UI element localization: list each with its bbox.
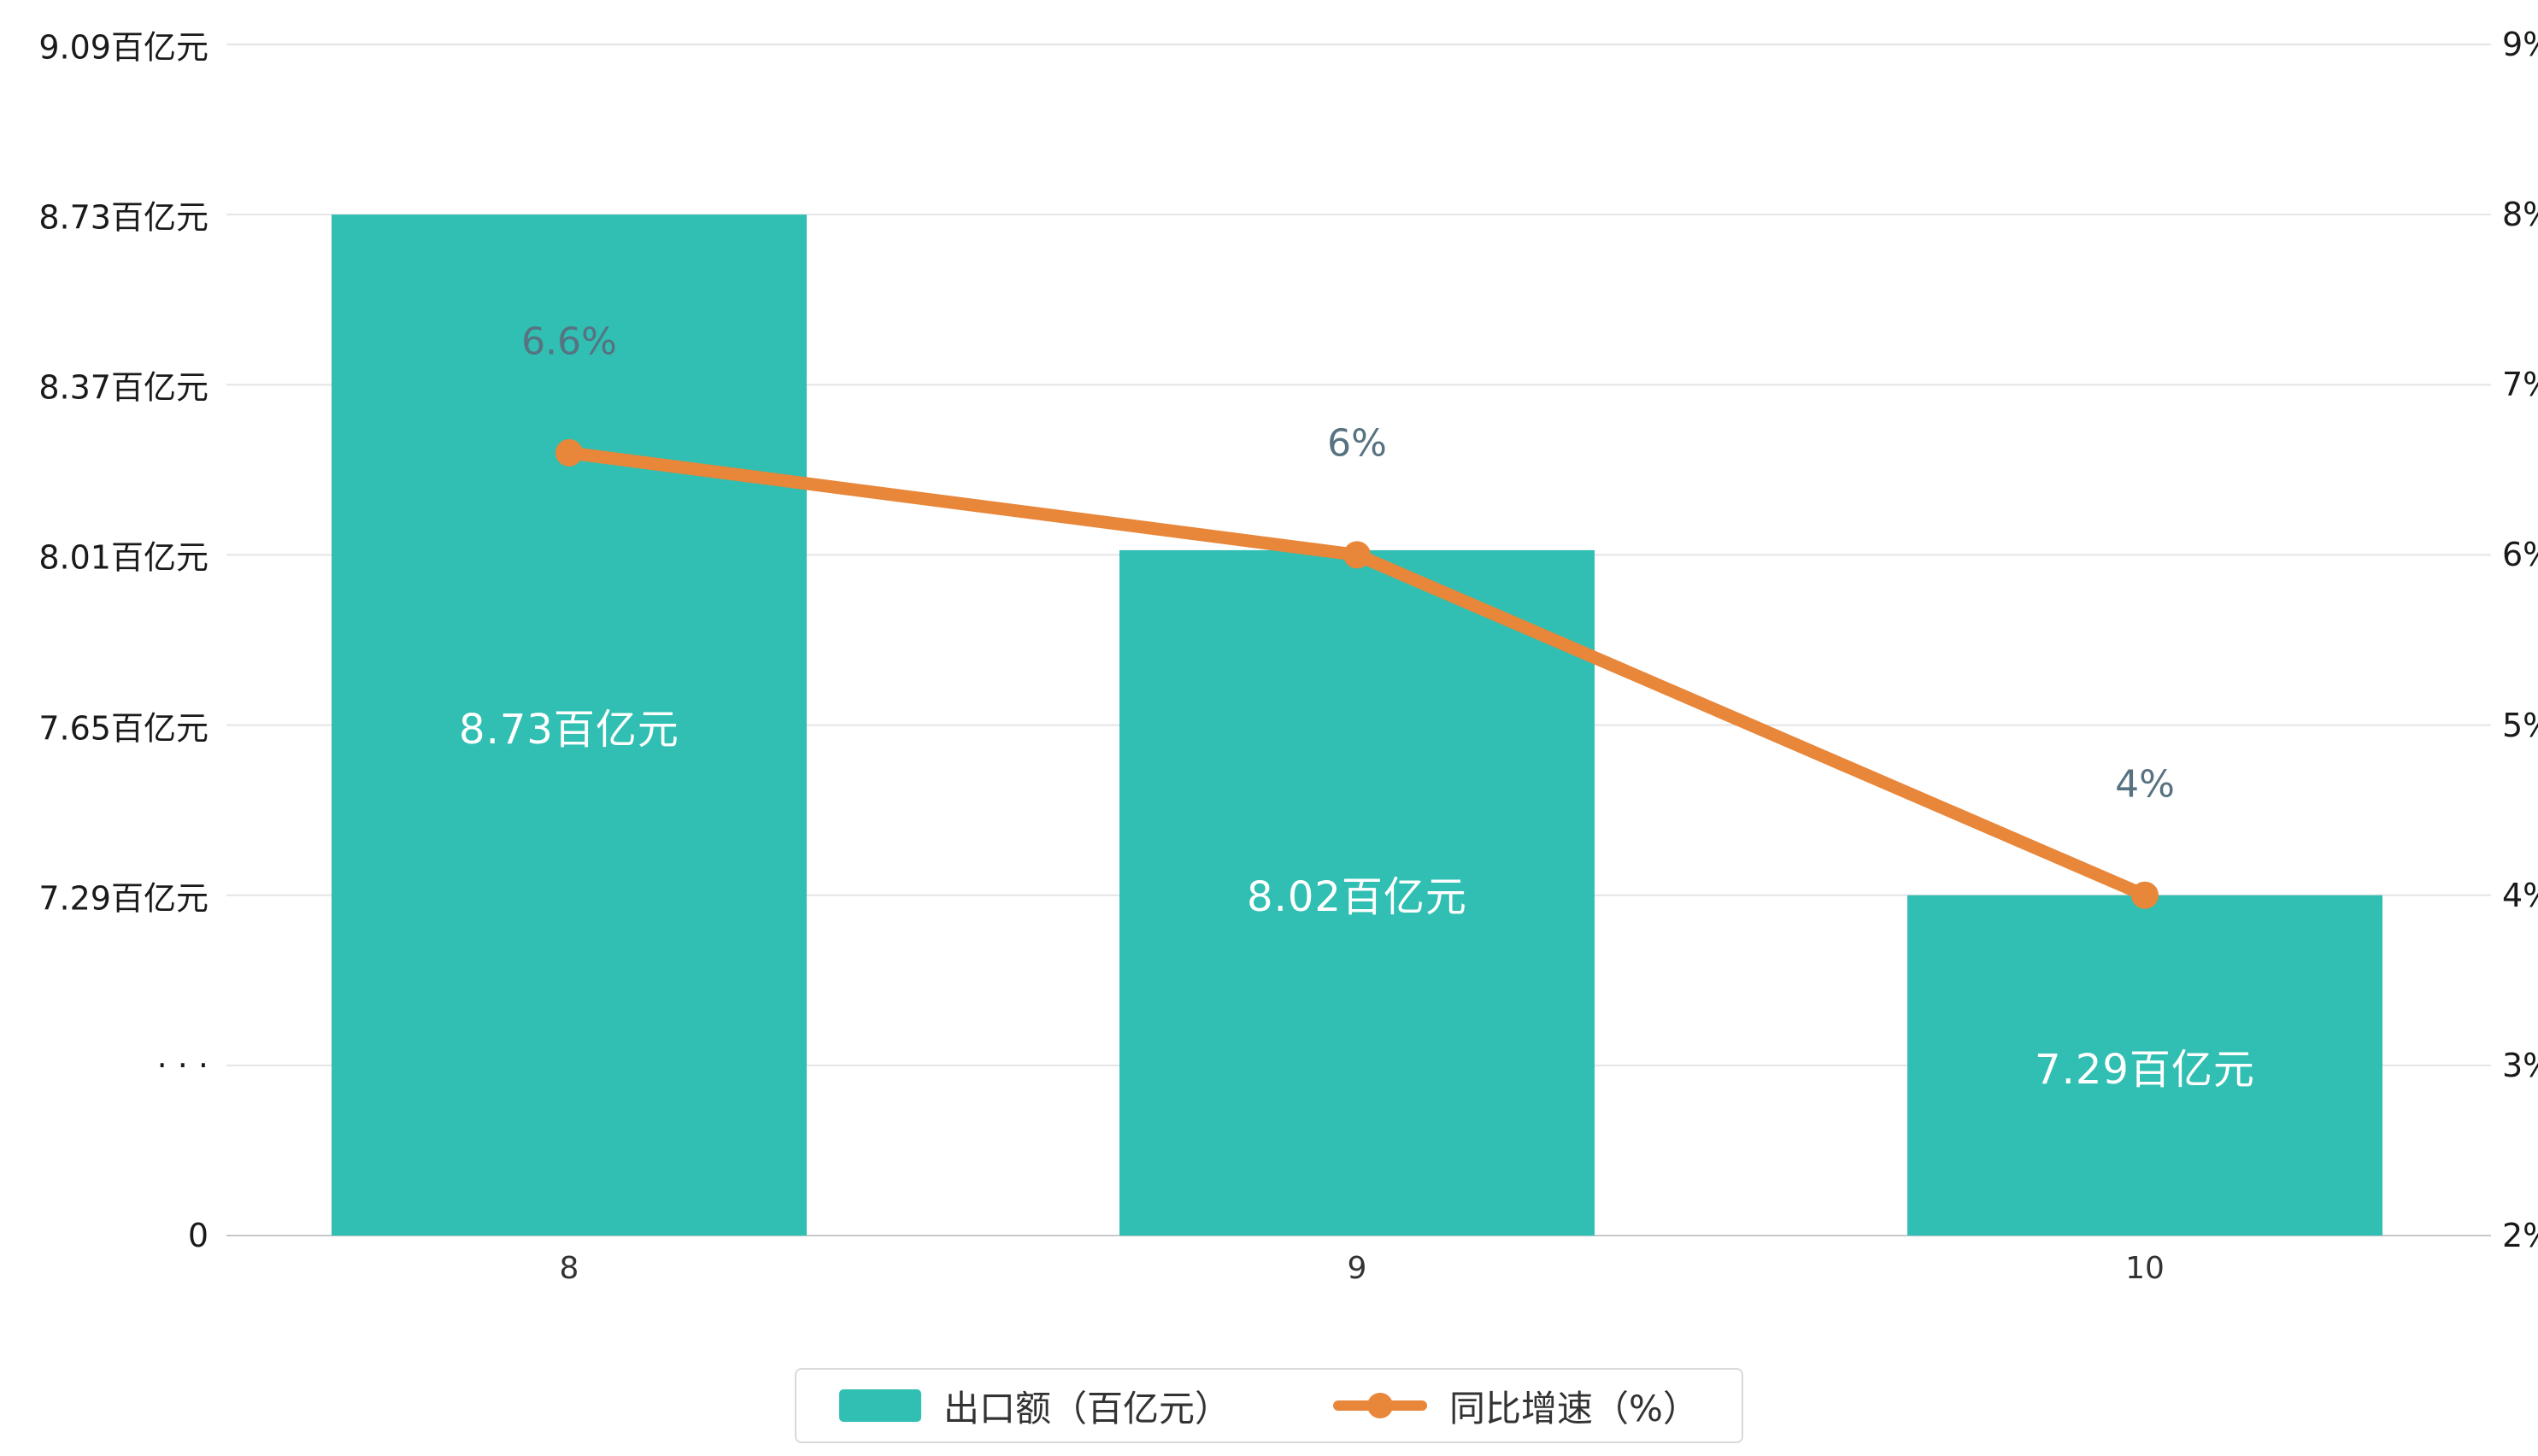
- legend-item-growth-rate[interactable]: 同比增速（%）: [1333, 1380, 1699, 1432]
- growth-line-point-10[interactable]: [2131, 881, 2159, 909]
- x-axis-tick-label: 9: [1347, 1251, 1367, 1286]
- line-value-label: 4%: [2115, 762, 2175, 807]
- growth-line-point-8[interactable]: [555, 438, 583, 467]
- y-axis-left-tick-label: 9.09百亿元: [38, 28, 209, 67]
- bar-month-10[interactable]: [1907, 895, 2382, 1236]
- y-axis-right-tick-label: 8%: [2502, 196, 2538, 234]
- y-axis-right-tick-label: 6%: [2502, 536, 2538, 574]
- y-axis-left-tick-label: 0: [187, 1217, 209, 1254]
- bar-month-9[interactable]: [1119, 549, 1595, 1236]
- bar-value-label: 8.02百亿元: [1247, 872, 1467, 921]
- y-axis-left-tick-label: 8.73百亿元: [38, 198, 209, 237]
- y-axis-right-tick-label: 5%: [2502, 706, 2538, 744]
- y-axis-left-tick-label: 8.01百亿元: [38, 538, 209, 577]
- legend: 出口额（百亿元） 同比增速（%）: [795, 1368, 1743, 1443]
- y-axis-right-tick-label: 3%: [2502, 1046, 2538, 1084]
- y-axis-right-tick-label: 9%: [2502, 26, 2538, 63]
- legend-line-dot-icon: [1333, 1393, 1428, 1418]
- legend-label-growth-rate: 同比增速（%）: [1449, 1387, 1699, 1430]
- y-axis-left-tick-label: 7.29百亿元: [38, 879, 209, 918]
- y-axis-right-tick-label: 4%: [2502, 876, 2538, 914]
- x-axis-tick-label: 8: [559, 1251, 579, 1286]
- x-axis-tick-label: 10: [2125, 1251, 2165, 1286]
- y-axis-left-tick-label: 7.65百亿元: [38, 709, 209, 748]
- legend-label-export-value: 出口额（百亿元）: [943, 1387, 1231, 1430]
- legend-bar-swatch-icon: [839, 1389, 922, 1422]
- bar-month-8[interactable]: [332, 214, 807, 1236]
- legend-item-export-value[interactable]: 出口额（百亿元）: [839, 1380, 1231, 1432]
- bar-value-label: 8.73百亿元: [459, 705, 679, 754]
- y-axis-right-tick-label: 2%: [2502, 1217, 2538, 1254]
- bar-value-label: 7.29百亿元: [2035, 1045, 2255, 1094]
- y-axis-right-tick-label: 7%: [2502, 366, 2538, 404]
- y-axis-left-tick-label: · · ·: [156, 1046, 209, 1084]
- line-value-label: 6%: [1327, 421, 1387, 466]
- growth-line-point-9[interactable]: [1343, 541, 1371, 569]
- line-value-label: 6.6%: [521, 320, 617, 364]
- y-axis-left-tick-label: 8.37百亿元: [38, 368, 209, 407]
